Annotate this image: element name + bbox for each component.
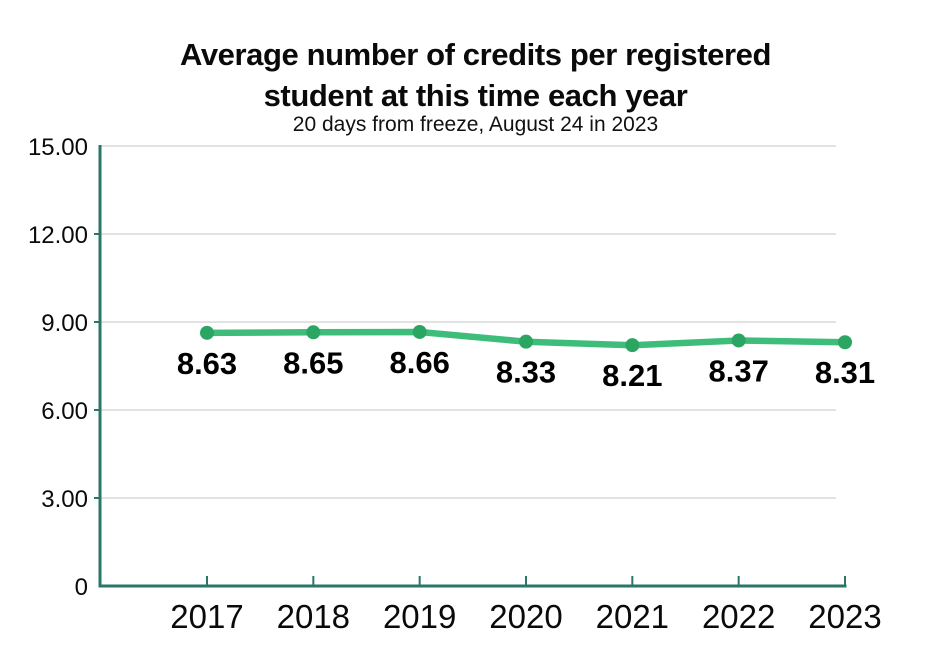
data-point [412, 324, 427, 339]
y-axis-label: 6.00 [41, 398, 88, 425]
data-point-label: 8.33 [496, 355, 556, 390]
chart-subtitle: 20 days from freeze, August 24 in 2023 [292, 113, 659, 136]
data-point-label: 8.31 [815, 355, 875, 390]
data-point-label: 8.21 [602, 358, 662, 393]
data-point-label: 8.37 [708, 353, 768, 388]
x-axis-label: 2022 [702, 598, 775, 635]
data-point [200, 325, 214, 340]
chart-title: Average number of credits per registered… [0, 34, 951, 116]
data-point-label: 8.65 [283, 345, 343, 380]
x-axis-label: 2020 [489, 598, 562, 635]
y-axis-label: 0 [75, 574, 88, 601]
x-axis-label: 2018 [277, 598, 350, 635]
x-axis-label: 2019 [383, 598, 456, 635]
data-point-label: 8.63 [177, 346, 237, 381]
data-point [519, 334, 533, 349]
y-axis-label: 12.00 [28, 222, 88, 249]
y-axis-label: 15.00 [28, 134, 88, 161]
data-point-label: 8.66 [389, 345, 449, 380]
y-axis-label: 3.00 [41, 486, 88, 513]
x-axis-label: 2017 [170, 598, 243, 635]
data-point [306, 325, 321, 340]
chart-title-line2: student at this time each year [263, 78, 688, 113]
y-axis-label: 9.00 [41, 310, 88, 337]
x-axis-label: 2021 [596, 598, 669, 635]
x-axis-label: 2023 [808, 598, 881, 635]
chart-title-line1: Average number of credits per registered [180, 37, 771, 72]
data-point [625, 338, 640, 353]
data-point [838, 335, 852, 350]
data-point [731, 333, 746, 348]
